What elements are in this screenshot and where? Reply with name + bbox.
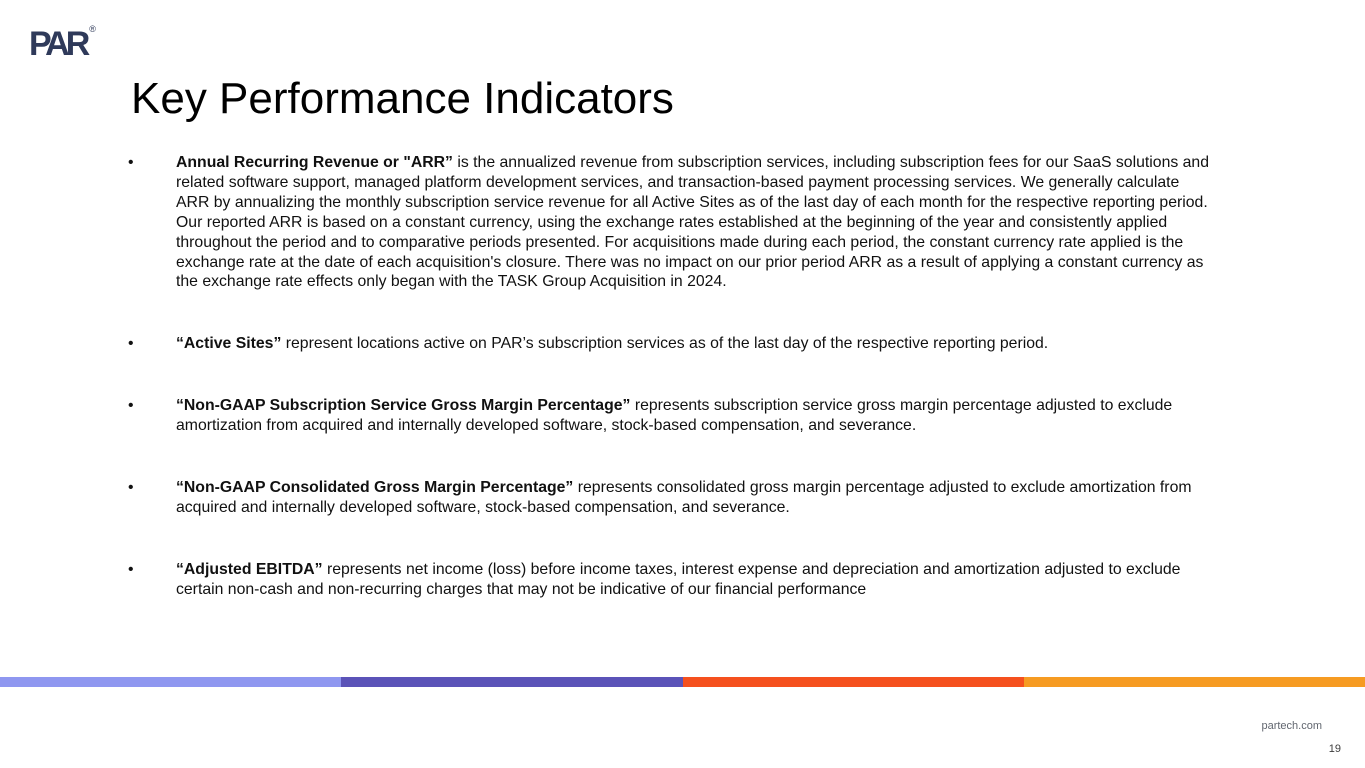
website-footer: partech.com [1261, 720, 1322, 732]
bullet-text: “Active Sites” represent locations activ… [176, 334, 1213, 354]
bullet-body: is the annualized revenue from subscript… [176, 154, 1209, 291]
list-item: • Annual Recurring Revenue or "ARR” is t… [128, 153, 1213, 292]
bullet-icon: • [128, 335, 134, 353]
bullet-term: Annual Recurring Revenue or "ARR” [176, 154, 453, 171]
bullet-term: “Non-GAAP Subscription Service Gross Mar… [176, 397, 631, 415]
registered-trademark-symbol: ® [89, 24, 96, 34]
bullet-icon: • [128, 479, 134, 497]
accent-segment-red [682, 677, 1024, 687]
bullet-icon: • [128, 560, 134, 578]
bullet-body: represent locations active on PAR’s subs… [281, 335, 1049, 353]
accent-color-bar [0, 677, 1365, 687]
bullet-body: represents consolidated gross margin per… [176, 479, 1192, 516]
bullet-text: “Non-GAAP Consolidated Gross Margin Perc… [176, 478, 1213, 518]
page-number: 19 [1328, 743, 1341, 755]
bullet-icon: • [128, 154, 134, 171]
bullet-body: represents net income (loss) before inco… [176, 560, 1181, 598]
list-item: • “Active Sites” represent locations act… [128, 334, 1213, 354]
accent-segment-periwinkle [0, 677, 342, 687]
bullet-text: “Non-GAAP Subscription Service Gross Mar… [176, 396, 1213, 436]
bullet-term: “Active Sites” [176, 335, 282, 353]
bullet-text: Annual Recurring Revenue or "ARR” is the… [176, 153, 1213, 292]
bullet-body: represents subscription service gross ma… [176, 397, 1173, 435]
accent-segment-orange [1023, 677, 1365, 687]
bullet-text: “Adjusted EBITDA” represents net income … [176, 560, 1213, 600]
bullet-list: • Annual Recurring Revenue or "ARR” is t… [128, 153, 1213, 642]
list-item: • “Non-GAAP Subscription Service Gross M… [128, 396, 1213, 436]
bullet-term: “Non-GAAP Consolidated Gross Margin Perc… [176, 479, 574, 497]
par-logo: PAR ® [29, 24, 96, 63]
list-item: • “Adjusted EBITDA” represents net incom… [128, 560, 1213, 600]
par-logo-text: PAR [29, 25, 90, 63]
list-item: • “Non-GAAP Consolidated Gross Margin Pe… [128, 478, 1213, 518]
page-title: Key Performance Indicators [131, 74, 674, 124]
bullet-icon: • [128, 397, 134, 415]
accent-segment-purple [341, 677, 683, 687]
bullet-term: “Adjusted EBITDA” [176, 560, 323, 578]
